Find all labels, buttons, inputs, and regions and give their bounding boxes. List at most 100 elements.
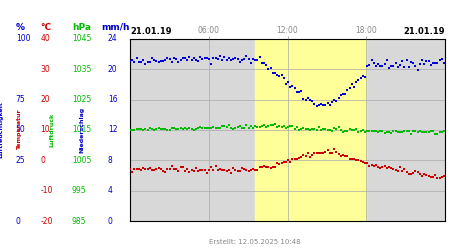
Text: 1045: 1045 — [72, 34, 91, 43]
Point — [256, 166, 263, 170]
Point — [322, 127, 329, 131]
Text: 985: 985 — [72, 217, 86, 226]
Point — [232, 126, 239, 130]
Point — [219, 168, 226, 172]
Point — [344, 154, 351, 158]
Point — [410, 129, 417, 133]
Point — [333, 150, 340, 154]
Point — [399, 130, 406, 134]
Point — [407, 172, 414, 176]
Point — [284, 158, 292, 162]
Point — [135, 60, 143, 64]
Point — [297, 155, 305, 159]
Point — [201, 56, 208, 60]
Point — [386, 164, 393, 168]
Point — [427, 63, 434, 67]
Point — [232, 168, 239, 172]
Point — [206, 168, 213, 172]
Point — [407, 60, 414, 64]
Point — [357, 76, 364, 80]
Point — [221, 55, 228, 59]
Point — [276, 124, 283, 128]
Point — [177, 126, 184, 130]
Point — [140, 128, 147, 132]
Point — [267, 166, 274, 170]
Point — [144, 60, 151, 64]
Point — [247, 61, 254, 65]
Point — [311, 127, 318, 131]
Point — [337, 154, 344, 158]
Point — [164, 128, 171, 132]
Point — [236, 169, 243, 173]
Point — [203, 56, 211, 60]
Text: -10: -10 — [40, 186, 53, 195]
Point — [194, 59, 202, 63]
Point — [137, 60, 144, 64]
Text: 1005: 1005 — [72, 156, 91, 165]
Text: 20: 20 — [40, 95, 50, 104]
Point — [271, 165, 279, 169]
Point — [361, 130, 369, 134]
Text: Luftdruck: Luftdruck — [49, 113, 54, 147]
Point — [366, 164, 373, 168]
Point — [401, 167, 408, 171]
Point — [425, 59, 432, 63]
Point — [278, 126, 285, 130]
Point — [432, 173, 439, 177]
Point — [441, 174, 448, 178]
Point — [206, 56, 213, 60]
Point — [309, 153, 316, 157]
Point — [210, 168, 217, 172]
Point — [216, 167, 224, 171]
Point — [416, 172, 423, 176]
Point — [364, 64, 371, 68]
Point — [383, 166, 391, 170]
Point — [296, 156, 303, 160]
Point — [403, 170, 410, 174]
Point — [396, 130, 404, 134]
Point — [342, 92, 349, 96]
Point — [212, 164, 219, 168]
Text: %: % — [16, 22, 25, 32]
Point — [372, 64, 379, 68]
Point — [432, 61, 439, 65]
Point — [355, 78, 362, 82]
Point — [177, 165, 184, 169]
Point — [192, 127, 199, 131]
Text: 10: 10 — [40, 126, 50, 134]
Point — [254, 58, 261, 62]
Point — [146, 126, 153, 130]
Point — [346, 86, 353, 90]
Point — [370, 129, 377, 133]
Point — [144, 128, 151, 132]
Point — [412, 130, 419, 134]
Point — [261, 124, 268, 128]
Point — [282, 82, 289, 86]
Point — [236, 60, 243, 64]
Point — [148, 56, 156, 60]
Point — [414, 130, 421, 134]
Point — [181, 126, 189, 130]
Point — [326, 128, 333, 132]
Point — [410, 171, 417, 175]
Point — [192, 166, 199, 170]
Point — [184, 58, 191, 62]
Point — [418, 130, 426, 134]
Point — [346, 127, 353, 131]
Point — [405, 129, 413, 133]
Point — [262, 126, 270, 130]
Point — [155, 166, 162, 170]
Text: Temperatur: Temperatur — [17, 110, 22, 150]
Point — [184, 127, 191, 131]
Point — [166, 167, 173, 171]
Point — [171, 168, 178, 172]
Point — [256, 56, 263, 60]
Point — [221, 124, 228, 128]
Point — [276, 74, 283, 78]
Point — [328, 151, 336, 155]
Bar — [255, 39, 366, 221]
Point — [159, 168, 166, 172]
Text: 8: 8 — [108, 156, 113, 165]
Point — [333, 99, 340, 103]
Point — [234, 124, 241, 128]
